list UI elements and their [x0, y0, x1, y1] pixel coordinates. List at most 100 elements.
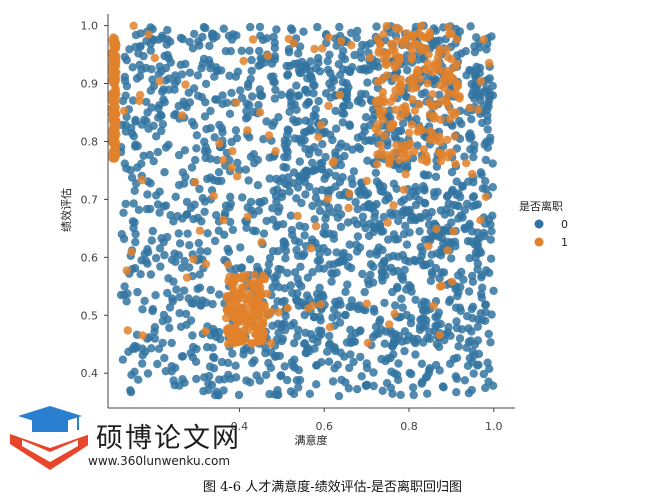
- scatter-point-0: [127, 370, 136, 380]
- scatter-point-0: [481, 300, 490, 310]
- scatter-point-0: [301, 128, 310, 137]
- scatter-point-0: [470, 340, 479, 349]
- scatter-point-0: [275, 177, 284, 186]
- legend-title: 是否离职: [519, 199, 563, 213]
- scatter-point-0: [193, 284, 202, 294]
- scatter-point-0: [127, 123, 136, 133]
- scatter-point-1: [481, 192, 491, 201]
- scatter-point-0: [287, 225, 297, 235]
- scatter-point-1: [401, 169, 410, 179]
- scatter-point-0: [446, 331, 455, 340]
- scatter-point-0: [463, 237, 473, 246]
- scatter-point-1: [227, 163, 236, 172]
- scatter-point-0: [372, 57, 381, 67]
- scatter-point-1: [479, 35, 488, 44]
- scatter-point-0: [153, 359, 162, 369]
- scatter-point-0: [478, 118, 487, 128]
- scatter-point-0: [415, 227, 424, 236]
- scatter-point-0: [361, 90, 370, 99]
- scatter-point-0: [419, 306, 428, 315]
- scatter-point-0: [303, 88, 312, 97]
- scatter-point-0: [323, 347, 332, 356]
- scatter-point-0: [394, 216, 403, 226]
- scatter-point-0: [277, 90, 286, 100]
- scatter-point-0: [268, 215, 278, 224]
- scatter-point-0: [130, 218, 139, 227]
- scatter-point-1: [375, 46, 384, 55]
- scatter-point-0: [477, 293, 486, 302]
- scatter-point-1: [389, 201, 398, 210]
- scatter-point-1: [219, 156, 228, 165]
- scatter-point-0: [485, 268, 494, 278]
- scatter-point-0: [231, 126, 241, 135]
- scatter-point-0: [221, 208, 230, 217]
- scatter-point-0: [281, 254, 290, 263]
- scatter-point-0: [396, 126, 406, 135]
- scatter-point-1: [260, 274, 269, 283]
- scatter-point-0: [164, 140, 173, 149]
- scatter-point-1: [215, 139, 224, 148]
- scatter-point-0: [148, 226, 157, 236]
- scatter-point-0: [337, 257, 346, 266]
- scatter-point-0: [294, 117, 303, 126]
- scatter-point-0: [452, 317, 461, 326]
- scatter-point-0: [282, 61, 291, 71]
- scatter-point-1: [324, 101, 333, 111]
- scatter-point-0: [332, 248, 341, 257]
- scatter-point-0: [186, 316, 196, 325]
- scatter-point-0: [403, 66, 412, 75]
- scatter-point-1: [444, 72, 453, 81]
- scatter-point-0: [201, 298, 211, 307]
- scatter-point-0: [435, 274, 444, 283]
- scatter-point-0: [464, 389, 474, 398]
- scatter-point-0: [281, 311, 290, 321]
- scatter-point-0: [369, 221, 378, 231]
- y-tick-label: 0.8: [81, 135, 99, 148]
- y-tick-label: 0.9: [81, 78, 99, 91]
- scatter-point-1: [445, 30, 454, 39]
- scatter-point-0: [146, 46, 155, 55]
- scatter-point-0: [476, 168, 486, 177]
- scatter-point-1: [395, 53, 405, 62]
- scatter-point-0: [208, 343, 217, 352]
- scatter-point-1: [264, 131, 274, 140]
- scatter-point-0: [384, 235, 393, 244]
- scatter-point-0: [325, 331, 334, 341]
- watermark-url: www.360lunwenku.com: [88, 454, 231, 468]
- scatter-point-0: [462, 343, 471, 352]
- scatter-point-0: [150, 327, 159, 336]
- scatter-point-0: [301, 190, 310, 199]
- scatter-point-0: [357, 372, 366, 381]
- scatter-point-1: [449, 227, 458, 236]
- scatter-point-0: [161, 367, 170, 376]
- scatter-point-0: [184, 88, 193, 97]
- scatter-point-1: [232, 316, 242, 326]
- y-tick-label: 0.4: [81, 367, 99, 380]
- scatter-point-1: [404, 128, 414, 137]
- scatter-point-0: [192, 144, 201, 153]
- scatter-point-0: [145, 204, 155, 214]
- scatter-point-0: [380, 339, 389, 348]
- scatter-point-0: [480, 316, 490, 325]
- scatter-point-0: [212, 66, 222, 75]
- scatter-point-0: [272, 271, 281, 280]
- scatter-point-0: [396, 390, 405, 400]
- scatter-point-0: [277, 323, 286, 332]
- scatter-point-1: [414, 40, 424, 50]
- scatter-point-0: [336, 222, 346, 232]
- scatter-point-0: [481, 383, 490, 393]
- scatter-point-0: [322, 209, 331, 219]
- scatter-point-1: [394, 25, 404, 34]
- scatter-point-0: [470, 42, 479, 51]
- scatter-point-1: [324, 33, 333, 42]
- scatter-point-0: [372, 250, 382, 259]
- scatter-point-1: [274, 308, 283, 317]
- scatter-point-0: [124, 347, 133, 356]
- scatter-point-1: [293, 211, 302, 221]
- scatter-point-0: [472, 65, 482, 75]
- scatter-point-0: [308, 201, 317, 211]
- scatter-point-1: [468, 169, 477, 179]
- scatter-point-0: [144, 333, 154, 342]
- scatter-point-0: [153, 147, 163, 157]
- scatter-point-0: [333, 213, 343, 222]
